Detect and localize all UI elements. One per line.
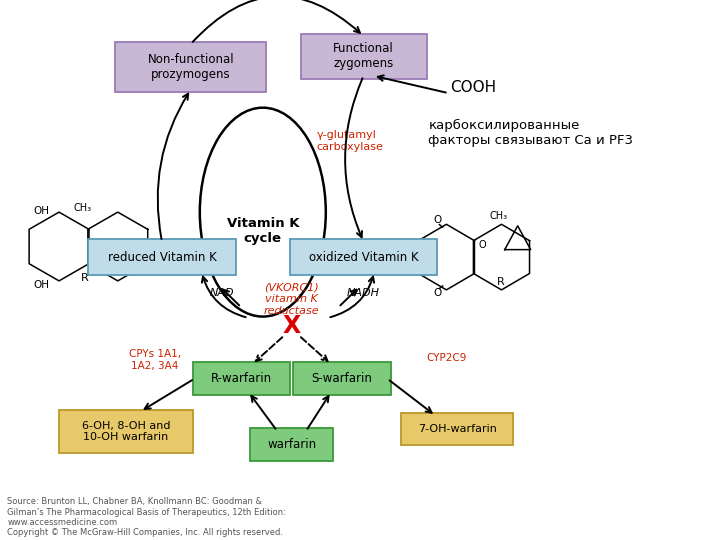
FancyBboxPatch shape	[402, 413, 513, 446]
Text: Functional
zygomens: Functional zygomens	[333, 42, 394, 70]
Text: NADH: NADH	[347, 288, 380, 298]
FancyBboxPatch shape	[89, 239, 236, 275]
Text: warfarin: warfarin	[267, 438, 316, 451]
Text: γ-glutamyl
carboxylase: γ-glutamyl carboxylase	[317, 130, 384, 152]
Text: 6-OH, 8-OH and
10-OH warfarin: 6-OH, 8-OH and 10-OH warfarin	[82, 421, 170, 442]
FancyBboxPatch shape	[193, 362, 289, 395]
Text: OH: OH	[34, 206, 50, 215]
Text: Source: Brunton LL, Chabner BA, Knollmann BC: Goodman &
Gilman’s The Pharmacolog: Source: Brunton LL, Chabner BA, Knollman…	[7, 497, 286, 537]
FancyBboxPatch shape	[289, 239, 438, 275]
FancyBboxPatch shape	[294, 362, 390, 395]
Text: S-warfarin: S-warfarin	[312, 372, 372, 385]
Text: O: O	[433, 288, 441, 298]
Text: Non-functional
prozymogens: Non-functional prozymogens	[148, 53, 234, 80]
Text: (VKORC1)
vitamin K
reductase: (VKORC1) vitamin K reductase	[264, 283, 320, 316]
Text: карбоксилированные
факторы связывают Ca и PF3: карбоксилированные факторы связывают Ca …	[428, 119, 634, 147]
Text: CH₃: CH₃	[489, 211, 508, 221]
Text: CYP2C9: CYP2C9	[426, 353, 467, 362]
Text: OH: OH	[34, 280, 50, 289]
Text: X: X	[282, 314, 301, 338]
Text: O: O	[433, 215, 441, 225]
FancyBboxPatch shape	[301, 33, 426, 79]
Text: 7-OH-warfarin: 7-OH-warfarin	[418, 424, 497, 434]
Text: Vitamin K
cycle: Vitamin K cycle	[227, 217, 299, 245]
Text: R: R	[81, 273, 89, 284]
Text: CH₃: CH₃	[73, 203, 92, 213]
Text: O: O	[479, 240, 486, 251]
FancyBboxPatch shape	[115, 42, 266, 92]
Text: reduced Vitamin K: reduced Vitamin K	[107, 251, 217, 264]
FancyBboxPatch shape	[251, 428, 333, 461]
Text: COOH: COOH	[450, 80, 496, 96]
Text: CPYs 1A1,
1A2, 3A4: CPYs 1A1, 1A2, 3A4	[129, 349, 181, 371]
Text: R-warfarin: R-warfarin	[211, 372, 271, 385]
Text: NAD: NAD	[210, 288, 234, 298]
Text: oxidized Vitamin K: oxidized Vitamin K	[309, 251, 418, 264]
FancyBboxPatch shape	[59, 410, 192, 453]
Text: R: R	[497, 278, 504, 287]
